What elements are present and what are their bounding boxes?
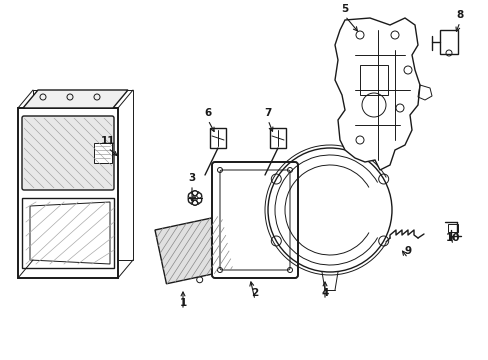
Text: 1: 1 — [179, 298, 186, 308]
Circle shape — [192, 201, 197, 206]
Bar — [447, 224, 457, 232]
Circle shape — [197, 198, 202, 203]
Polygon shape — [334, 18, 419, 170]
FancyBboxPatch shape — [24, 118, 112, 188]
Polygon shape — [23, 90, 128, 108]
FancyBboxPatch shape — [212, 162, 297, 278]
Bar — [209, 128, 225, 148]
Bar — [94, 143, 112, 163]
Polygon shape — [155, 216, 232, 284]
Bar — [269, 128, 285, 148]
Text: 11: 11 — [101, 136, 115, 146]
Bar — [439, 30, 457, 54]
Polygon shape — [22, 198, 114, 268]
Text: 5: 5 — [341, 4, 348, 14]
Circle shape — [192, 190, 197, 195]
Text: 3: 3 — [188, 173, 195, 183]
Text: 10: 10 — [445, 233, 459, 243]
FancyBboxPatch shape — [220, 170, 289, 270]
Text: 8: 8 — [455, 10, 463, 20]
Polygon shape — [18, 108, 118, 278]
Bar — [359, 65, 387, 95]
Circle shape — [188, 198, 193, 203]
Text: 9: 9 — [404, 246, 411, 256]
Text: 2: 2 — [251, 288, 258, 298]
Circle shape — [188, 193, 193, 198]
Text: 7: 7 — [264, 108, 271, 118]
FancyBboxPatch shape — [22, 116, 114, 190]
Text: 4: 4 — [321, 288, 328, 298]
Text: 6: 6 — [204, 108, 211, 118]
Circle shape — [197, 193, 202, 198]
